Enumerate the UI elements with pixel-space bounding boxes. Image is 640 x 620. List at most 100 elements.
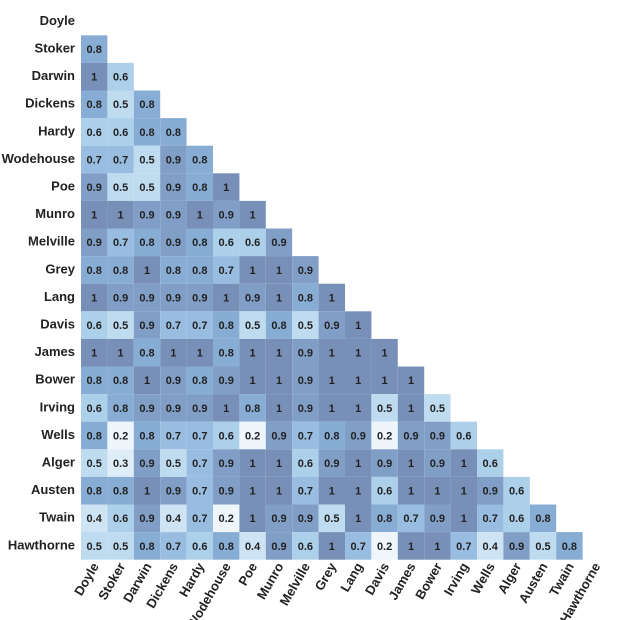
- heatmap-cell: [318, 504, 345, 533]
- heatmap-cell: [160, 421, 187, 450]
- heatmap-cell: [213, 394, 240, 422]
- heatmap-cell-value: 0.7: [483, 513, 498, 525]
- heatmap-cell-value: 1: [355, 403, 361, 415]
- heatmap-cell-value: 0.6: [219, 430, 234, 442]
- heatmap-cell-value: 1: [408, 486, 414, 498]
- heatmap-cell-value: 1: [118, 348, 124, 360]
- heatmap-cell: [160, 311, 187, 339]
- heatmap-cell: [477, 504, 504, 533]
- heatmap-cell-value: 0.9: [271, 237, 286, 249]
- heatmap-cell-value: 1: [197, 348, 203, 360]
- heatmap-cell: [81, 449, 108, 477]
- heatmap-cell: [292, 532, 319, 560]
- heatmap-cell: [424, 476, 451, 505]
- heatmap-cell-value: 0.9: [298, 375, 313, 387]
- heatmap-cell-value: 0.9: [509, 541, 524, 553]
- heatmap-cell-value: 0.5: [166, 458, 181, 470]
- heatmap-cell-value: 0.6: [483, 458, 498, 470]
- heatmap-cell-value: 0.8: [87, 375, 102, 387]
- heatmap-cell: [477, 449, 504, 477]
- heatmap-cell: [397, 366, 425, 395]
- heatmap-cell: [107, 145, 134, 174]
- heatmap-cell-value: 0.8: [139, 430, 154, 442]
- heatmap-cell-value: 0.9: [324, 320, 339, 332]
- heatmap-cell: [186, 366, 213, 395]
- heatmap-cell: [292, 449, 319, 477]
- heatmap-cell: [213, 256, 240, 284]
- heatmap-cell-value: 0.7: [166, 541, 181, 553]
- heatmap-cell: [477, 532, 504, 560]
- heatmap-cell: [107, 338, 134, 367]
- heatmap-cell-value: 0.9: [139, 210, 154, 222]
- heatmap-cell: [107, 394, 134, 422]
- heatmap-cell-value: 1: [276, 486, 282, 498]
- heatmap-cell-value: 0.6: [298, 541, 313, 553]
- heatmap-cell: [292, 283, 319, 312]
- heatmap-cell-value: 0.8: [298, 292, 313, 304]
- heatmap-cell: [265, 366, 293, 395]
- heatmap-cell: [186, 200, 213, 229]
- heatmap-cell: [186, 311, 213, 339]
- heatmap-cell: [81, 504, 108, 533]
- heatmap-cell-value: 0.6: [113, 127, 128, 139]
- heatmap-cell-value: 0.6: [245, 237, 260, 249]
- heatmap-cell-value: 0.8: [562, 541, 577, 553]
- column-label-bower: Bower: [412, 560, 445, 602]
- heatmap-cell: [160, 256, 187, 284]
- heatmap-cell: [107, 366, 134, 395]
- heatmap-cell-value: 0.8: [219, 541, 234, 553]
- heatmap-cell: [186, 504, 213, 533]
- row-label-munro: Munro: [35, 206, 75, 221]
- heatmap-cell-value: 0.9: [139, 403, 154, 415]
- heatmap-cell-value: 0.7: [113, 154, 128, 166]
- column-label-grey: Grey: [312, 559, 340, 593]
- heatmap-cell: [81, 118, 108, 146]
- heatmap-cell-value: 0.9: [87, 182, 102, 194]
- heatmap-cell-value: 0.7: [87, 154, 102, 166]
- heatmap-cell: [213, 283, 240, 312]
- heatmap-cell: [107, 283, 134, 312]
- heatmap-cell: [213, 449, 240, 477]
- heatmap-cell: [292, 311, 319, 339]
- heatmap-cell-value: 0.7: [192, 486, 207, 498]
- heatmap-cell: [397, 532, 425, 560]
- heatmap-cell: [239, 366, 266, 395]
- heatmap-cell-value: 0.5: [324, 513, 339, 525]
- heatmap-cell: [318, 283, 345, 312]
- heatmap-cell-value: 0.2: [113, 430, 128, 442]
- row-label-dickens: Dickens: [25, 96, 75, 111]
- heatmap-cell-value: 0.7: [192, 320, 207, 332]
- heatmap-cell-value: 0.9: [139, 513, 154, 525]
- heatmap-cell: [239, 338, 266, 367]
- heatmap-cell-value: 0.7: [192, 458, 207, 470]
- heatmap-cell-value: 1: [276, 403, 282, 415]
- heatmap-cell: [81, 532, 108, 560]
- heatmap-cell-value: 1: [144, 486, 150, 498]
- heatmap-cell: [133, 449, 161, 477]
- heatmap-cell: [239, 283, 266, 312]
- heatmap-cell: [81, 173, 108, 201]
- heatmap-cell-value: 0.4: [245, 541, 261, 553]
- heatmap-cell-value: 1: [250, 486, 256, 498]
- heatmap-cell-value: 0.9: [483, 486, 498, 498]
- heatmap-cell: [345, 394, 372, 422]
- heatmap-cell: [186, 145, 213, 174]
- heatmap-cell: [424, 421, 451, 450]
- heatmap-cell-value: 0.8: [192, 375, 207, 387]
- heatmap-cell-value: 0.8: [271, 320, 286, 332]
- column-label-irving: Irving: [441, 560, 472, 598]
- heatmap-cell: [107, 118, 134, 146]
- heatmap-cell: [107, 476, 134, 505]
- heatmap-cell: [160, 366, 187, 395]
- heatmap-cell: [424, 449, 451, 477]
- heatmap-cell-value: 1: [276, 348, 282, 360]
- heatmap-cell-value: 0.8: [535, 513, 550, 525]
- heatmap-cell-value: 0.8: [87, 486, 102, 498]
- heatmap-cell: [529, 532, 557, 560]
- heatmap-cell-value: 0.5: [298, 320, 313, 332]
- heatmap-cell: [81, 366, 108, 395]
- heatmap-cell: [265, 504, 293, 533]
- heatmap-cell: [213, 228, 240, 257]
- heatmap-cell-value: 1: [223, 292, 229, 304]
